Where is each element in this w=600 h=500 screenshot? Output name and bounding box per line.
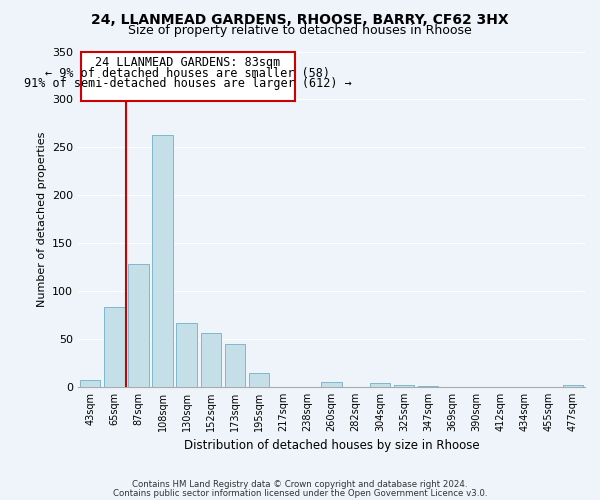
Bar bbox=[176, 322, 197, 387]
Bar bbox=[394, 385, 414, 387]
Text: ← 9% of detached houses are smaller (58): ← 9% of detached houses are smaller (58) bbox=[46, 67, 331, 80]
Text: Contains public sector information licensed under the Open Government Licence v3: Contains public sector information licen… bbox=[113, 488, 487, 498]
X-axis label: Distribution of detached houses by size in Rhoose: Distribution of detached houses by size … bbox=[184, 440, 479, 452]
Text: Size of property relative to detached houses in Rhoose: Size of property relative to detached ho… bbox=[128, 24, 472, 37]
Text: 91% of semi-detached houses are larger (612) →: 91% of semi-detached houses are larger (… bbox=[24, 78, 352, 90]
Bar bbox=[249, 372, 269, 387]
Bar bbox=[128, 264, 149, 387]
Bar bbox=[152, 135, 173, 387]
Text: 24, LLANMEAD GARDENS, RHOOSE, BARRY, CF62 3HX: 24, LLANMEAD GARDENS, RHOOSE, BARRY, CF6… bbox=[91, 12, 509, 26]
Bar bbox=[80, 380, 100, 387]
Text: Contains HM Land Registry data © Crown copyright and database right 2024.: Contains HM Land Registry data © Crown c… bbox=[132, 480, 468, 489]
FancyBboxPatch shape bbox=[80, 52, 295, 102]
Y-axis label: Number of detached properties: Number of detached properties bbox=[37, 132, 47, 307]
Bar bbox=[104, 308, 125, 387]
Text: 24 LLANMEAD GARDENS: 83sqm: 24 LLANMEAD GARDENS: 83sqm bbox=[95, 56, 281, 70]
Bar bbox=[200, 334, 221, 387]
Bar bbox=[225, 344, 245, 387]
Bar bbox=[322, 382, 342, 387]
Bar bbox=[563, 385, 583, 387]
Bar bbox=[370, 383, 390, 387]
Bar bbox=[418, 386, 439, 387]
